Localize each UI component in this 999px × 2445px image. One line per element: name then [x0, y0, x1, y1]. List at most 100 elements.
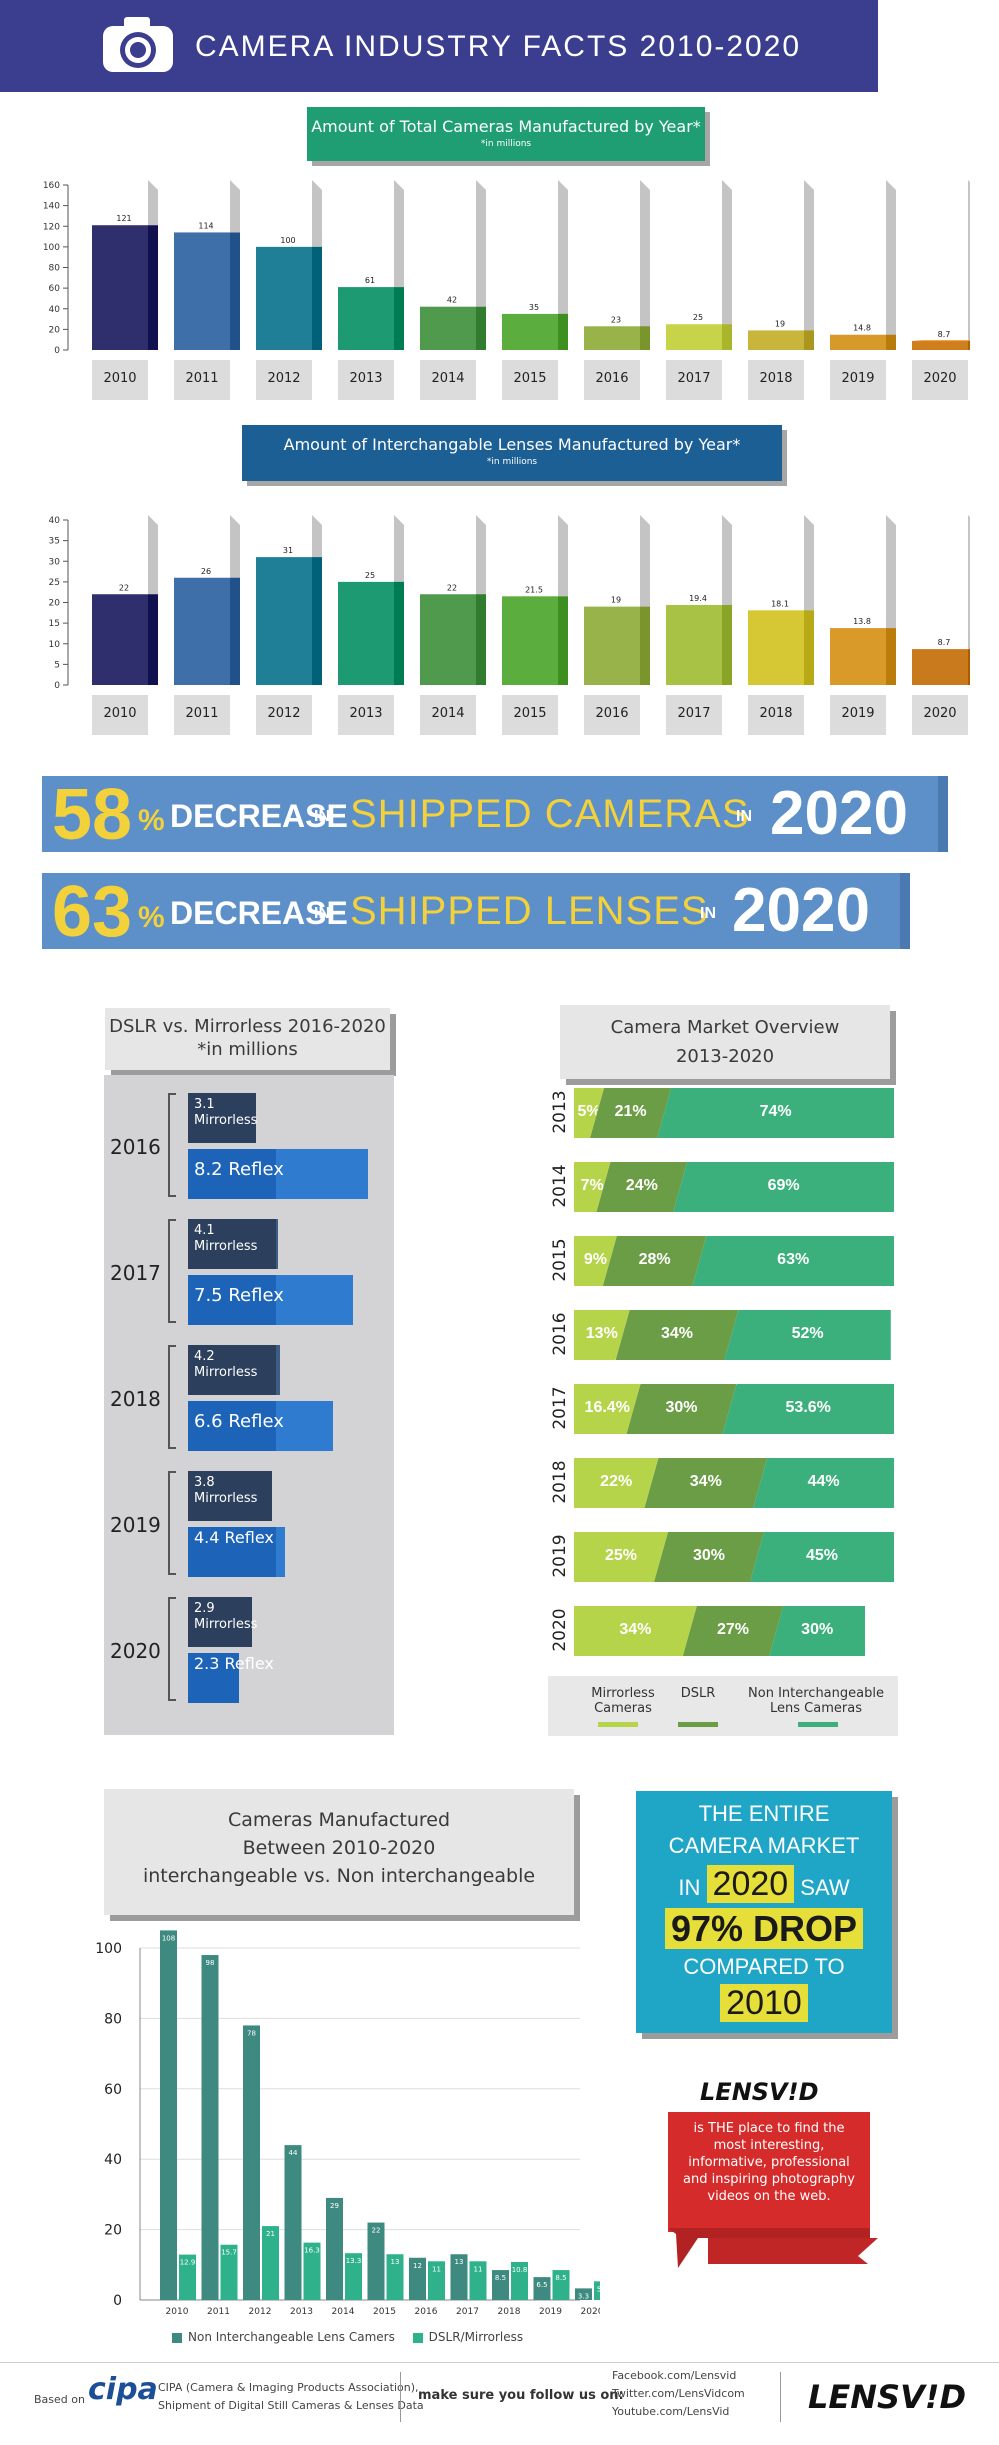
x-tick-label: 2019	[841, 371, 874, 386]
x-tick-label: 2017	[677, 706, 710, 721]
overview-year-2020: 2020	[550, 1608, 570, 1652]
data-label: 121	[116, 214, 131, 223]
lens-decrease-banner: 63 % DECREASE IN SHIPPED LENSES IN 2020	[42, 872, 910, 952]
footer-follow: make sure you follow us on:	[418, 2388, 624, 2403]
overview-seg-dslr-2018: 34%	[644, 1458, 767, 1508]
x-tick-label: 2012	[267, 371, 300, 386]
bar-nonint-2017	[450, 2254, 468, 2300]
bar-background	[420, 695, 476, 735]
overview-seg-dslr-2015: 28%	[603, 1236, 707, 1286]
y-tick-label: 40	[49, 516, 61, 526]
bar-side	[148, 594, 158, 685]
bar-background	[256, 360, 312, 400]
data-label: 15.7	[221, 2249, 237, 2257]
bar-2016	[584, 326, 640, 350]
chart2-title-box: Amount of Interchangable Lenses Manufact…	[242, 425, 782, 481]
year-label-2016: 2016	[110, 1135, 161, 1159]
x-tick-label: 2017	[456, 2307, 479, 2317]
data-label: 100	[280, 236, 295, 245]
footer-link-facebook[interactable]: Facebook.com/Lensvid	[612, 2369, 737, 2382]
data-label: 21	[266, 2230, 275, 2238]
bar-side	[394, 287, 404, 350]
overview-label: 25%	[604, 1547, 638, 1564]
chart4-title-box: Cameras Manufactured Between 2010-2020 i…	[104, 1789, 574, 1915]
y-tick-label: 100	[95, 1941, 122, 1957]
data-label: 78	[247, 2029, 256, 2037]
data-label: 12	[413, 2262, 422, 2270]
bar-background	[92, 360, 148, 400]
dslr-panel-title-box: DSLR vs. Mirrorless 2016-2020 *in millio…	[105, 1008, 390, 1070]
legend-dslr: DSLR	[680, 1686, 716, 1701]
bar-dslr-2010	[179, 2254, 196, 2300]
bracket	[168, 1597, 176, 1701]
x-tick-label: 2019	[539, 2307, 562, 2317]
bar-nonint-2010	[160, 1930, 177, 2300]
year-label-2018: 2018	[110, 1387, 161, 1411]
banner1-word2: IN	[314, 808, 330, 825]
x-tick-label: 2019	[841, 706, 874, 721]
bar-background	[830, 695, 886, 735]
bar-nonint-2020	[575, 2288, 592, 2300]
overview-seg-non-interchangeable-lens-cameras-2018: 44%	[753, 1458, 894, 1508]
bar-side	[968, 649, 970, 685]
bar-top	[912, 340, 970, 342]
page-title: CAMERA INDUSTRY FACTS 2010-2020	[195, 30, 802, 63]
y-tick-label: 20	[49, 325, 61, 335]
market-line2: CAMERA MARKET	[668, 1833, 860, 1858]
bracket	[168, 1093, 176, 1197]
bar-background-side	[968, 180, 970, 350]
banner1-word4: IN	[736, 808, 752, 825]
y-tick-label: 35	[49, 537, 60, 547]
x-tick-label: 2014	[431, 371, 464, 386]
overview-label: 74%	[759, 1103, 792, 1120]
bar-label: 8.2 Reflex	[194, 1159, 284, 1180]
overview-label: 52%	[791, 1325, 824, 1342]
data-label: 25	[365, 571, 375, 580]
market-overview-chart: 2013 5% 21% 74% 2014 7% 24% 69% 2015 9% 28% 63% 2016…	[548, 1082, 898, 1672]
overview-label: 30%	[801, 1621, 834, 1638]
bar-background	[174, 360, 230, 400]
x-tick-label: 2013	[349, 706, 382, 721]
y-tick-label: 0	[54, 681, 60, 691]
bar-2014	[420, 594, 476, 685]
bar-side	[804, 610, 814, 685]
bar-label: 4.4 Reflex	[194, 1528, 274, 1547]
cipa-logo: cipa	[88, 2372, 158, 2407]
bar-background	[912, 695, 968, 735]
y-tick-label: 60	[104, 2082, 122, 2098]
market-year-2020: 2020	[706, 1865, 795, 1903]
x-tick-label: 2014	[332, 2307, 355, 2317]
legend-noninterchangeable-swatch	[798, 1722, 838, 1727]
footer-link-youtube[interactable]: Youtube.com/LensVid	[612, 2405, 730, 2418]
overview-year-2018: 2018	[550, 1460, 570, 1504]
x-tick-label: 2018	[759, 706, 792, 721]
data-label: 108	[162, 1934, 175, 1942]
bar-background	[256, 695, 312, 735]
market-drop: 97% DROP	[664, 1908, 864, 1949]
bar-background	[666, 695, 722, 735]
ribbon-tail-icon	[668, 2228, 878, 2268]
bar-background	[830, 360, 886, 400]
overview-year-2017: 2017	[550, 1386, 570, 1430]
overview-label: 69%	[767, 1177, 800, 1194]
header-banner: CAMERA INDUSTRY FACTS 2010-2020	[0, 0, 878, 92]
bar-dslr-2019	[552, 2270, 570, 2300]
data-label: 42	[447, 296, 457, 305]
overview-legend: Mirrorless Cameras DSLR Non Interchangea…	[548, 1676, 898, 1736]
banner1-pct-sign: %	[138, 804, 165, 837]
bracket	[168, 1471, 176, 1575]
bar-background	[912, 360, 968, 400]
y-tick-label: 40	[104, 2152, 122, 2168]
footer-link-twitter[interactable]: Twitter.com/LensVidcom	[612, 2387, 745, 2400]
chart2-note: *in millions	[486, 457, 538, 467]
year-label-2019: 2019	[110, 1513, 161, 1537]
y-tick-label: 30	[49, 557, 61, 567]
data-label: 29	[330, 2202, 339, 2210]
footer-based-on: Based on	[34, 2393, 85, 2406]
bar-dslr-2018	[511, 2261, 528, 2300]
overview-seg-dslr-2013: 21%	[590, 1088, 671, 1138]
data-label: 22	[119, 583, 129, 592]
bar-dslr-2017	[469, 2261, 487, 2300]
data-label: 8.5	[495, 2274, 506, 2282]
legend-mirrorless: Mirrorless Cameras	[591, 1686, 655, 1716]
